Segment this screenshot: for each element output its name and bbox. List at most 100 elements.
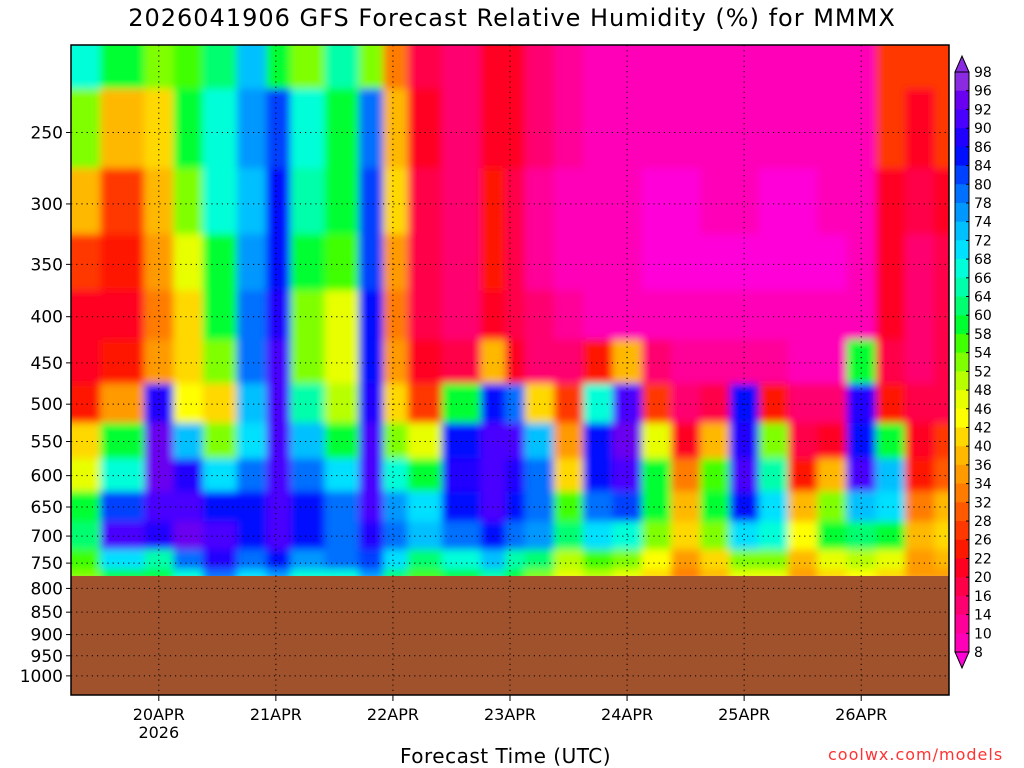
- heatmap-cell: [641, 549, 672, 571]
- heatmap-cell: [441, 234, 482, 292]
- heatmap-cell: [641, 290, 672, 341]
- heatmap-cell: [71, 549, 102, 571]
- x-tick-label: 23APR: [484, 705, 536, 724]
- colorbar-label: 46: [974, 402, 992, 418]
- heatmap-cell: [480, 422, 507, 460]
- heatmap-cell: [788, 290, 819, 341]
- heatmap-cell: [788, 521, 819, 551]
- heatmap-cell: [383, 45, 409, 90]
- heatmap-cell: [358, 168, 385, 236]
- heatmap-cell: [202, 45, 238, 90]
- heatmap-cell: [441, 45, 482, 90]
- heatmap-cell: [505, 491, 526, 523]
- heatmap-cell: [358, 88, 385, 170]
- heatmap-cell: [875, 569, 907, 581]
- colorbar-swatch: [955, 128, 969, 148]
- x-tick-label: 22APR: [367, 705, 419, 724]
- colorbar-label: 48: [974, 383, 992, 399]
- heatmap-cell: [290, 88, 326, 170]
- heatmap-cell: [788, 88, 819, 170]
- colorbar-swatch: [955, 146, 969, 167]
- heatmap-cell: [100, 88, 146, 170]
- heatmap-cell: [670, 383, 702, 424]
- heatmap-cell: [480, 549, 507, 571]
- heatmap-cell: [383, 290, 409, 341]
- heatmap-cell: [553, 491, 585, 523]
- heatmap-cell: [700, 168, 731, 236]
- heatmap-cell: [641, 422, 672, 460]
- heatmap-cell: [290, 339, 326, 385]
- colorbar-label: 26: [974, 533, 992, 549]
- heatmap-cell: [324, 549, 360, 571]
- colorbar-label: 28: [974, 514, 992, 530]
- heatmap-cell: [670, 458, 702, 493]
- heatmap-cell: [729, 491, 760, 523]
- heatmap-cell: [729, 569, 760, 581]
- colorbar-swatch: [955, 90, 969, 110]
- y-tick-label: 400: [31, 308, 63, 328]
- heatmap-cell: [266, 549, 292, 571]
- heatmap-cell: [266, 290, 292, 341]
- heatmap-cell: [524, 168, 555, 236]
- y-tick-label: 750: [31, 554, 63, 574]
- heatmap-cell: [524, 569, 555, 581]
- heatmap-cell: [290, 383, 326, 424]
- colorbar-label: 60: [974, 308, 992, 324]
- heatmap-cell: [173, 383, 204, 424]
- heatmap-cell: [480, 383, 507, 424]
- heatmap-cell: [173, 45, 204, 90]
- heatmap-cell: [641, 339, 672, 385]
- heatmap-cell: [553, 549, 585, 571]
- heatmap-cell: [173, 422, 204, 460]
- heatmap-cell: [875, 422, 907, 460]
- credit-link[interactable]: coolwx.com/models: [828, 745, 1004, 764]
- heatmap-cell: [846, 569, 877, 581]
- heatmap-cell: [358, 45, 385, 90]
- heatmap-cell: [383, 234, 409, 292]
- y-tick-label: 250: [31, 123, 63, 143]
- heatmap-cell: [266, 45, 292, 90]
- heatmap-cell: [71, 521, 102, 551]
- heatmap-cell: [700, 88, 731, 170]
- colorbar-swatch: [955, 502, 969, 522]
- colorbar-swatch: [955, 483, 969, 503]
- y-tick-label: 1000: [20, 667, 63, 687]
- heatmap-cell: [324, 88, 360, 170]
- colorbar-label: 40: [974, 439, 992, 455]
- heatmap-cell: [758, 290, 790, 341]
- heatmap-cell: [817, 45, 848, 90]
- heatmap-cell: [266, 458, 292, 493]
- heatmap-cell: [905, 549, 936, 571]
- heatmap-cell: [758, 569, 790, 581]
- y-tick-label: 650: [31, 498, 63, 518]
- heatmap-cell: [324, 569, 360, 581]
- y-tick-label: 350: [31, 255, 63, 275]
- heatmap-cell: [788, 422, 819, 460]
- heatmap-cell: [729, 521, 760, 551]
- colorbar-label: 8: [974, 645, 983, 661]
- heatmap-cell: [266, 88, 292, 170]
- colorbar-label: 58: [974, 327, 992, 343]
- heatmap-cell: [407, 290, 443, 341]
- heatmap-cell: [173, 234, 204, 292]
- heatmap-cell: [875, 521, 907, 551]
- heatmap-cell: [817, 290, 848, 341]
- heatmap-cell: [173, 339, 204, 385]
- heatmap-cell: [875, 88, 907, 170]
- heatmap-cell: [670, 521, 702, 551]
- heatmap-cell: [641, 491, 672, 523]
- heatmap-cell: [407, 45, 443, 90]
- colorbar-legend: 98 96 92 90 86 84 80 78 74 72 68 66 64 60 58 54 52 48 46 42…: [954, 54, 992, 670]
- heatmap-cell: [266, 422, 292, 460]
- heatmap-cell: [290, 569, 326, 581]
- heatmap-cell: [441, 168, 482, 236]
- colorbar-swatch: [955, 558, 969, 578]
- heatmap-cell: [553, 339, 585, 385]
- heatmap-cell: [202, 569, 238, 581]
- heatmap-cell: [670, 290, 702, 341]
- heatmap-cell: [583, 521, 614, 551]
- colorbar-label: 72: [974, 233, 992, 249]
- heatmap-cell: [934, 88, 949, 170]
- heatmap-cell: [236, 290, 268, 341]
